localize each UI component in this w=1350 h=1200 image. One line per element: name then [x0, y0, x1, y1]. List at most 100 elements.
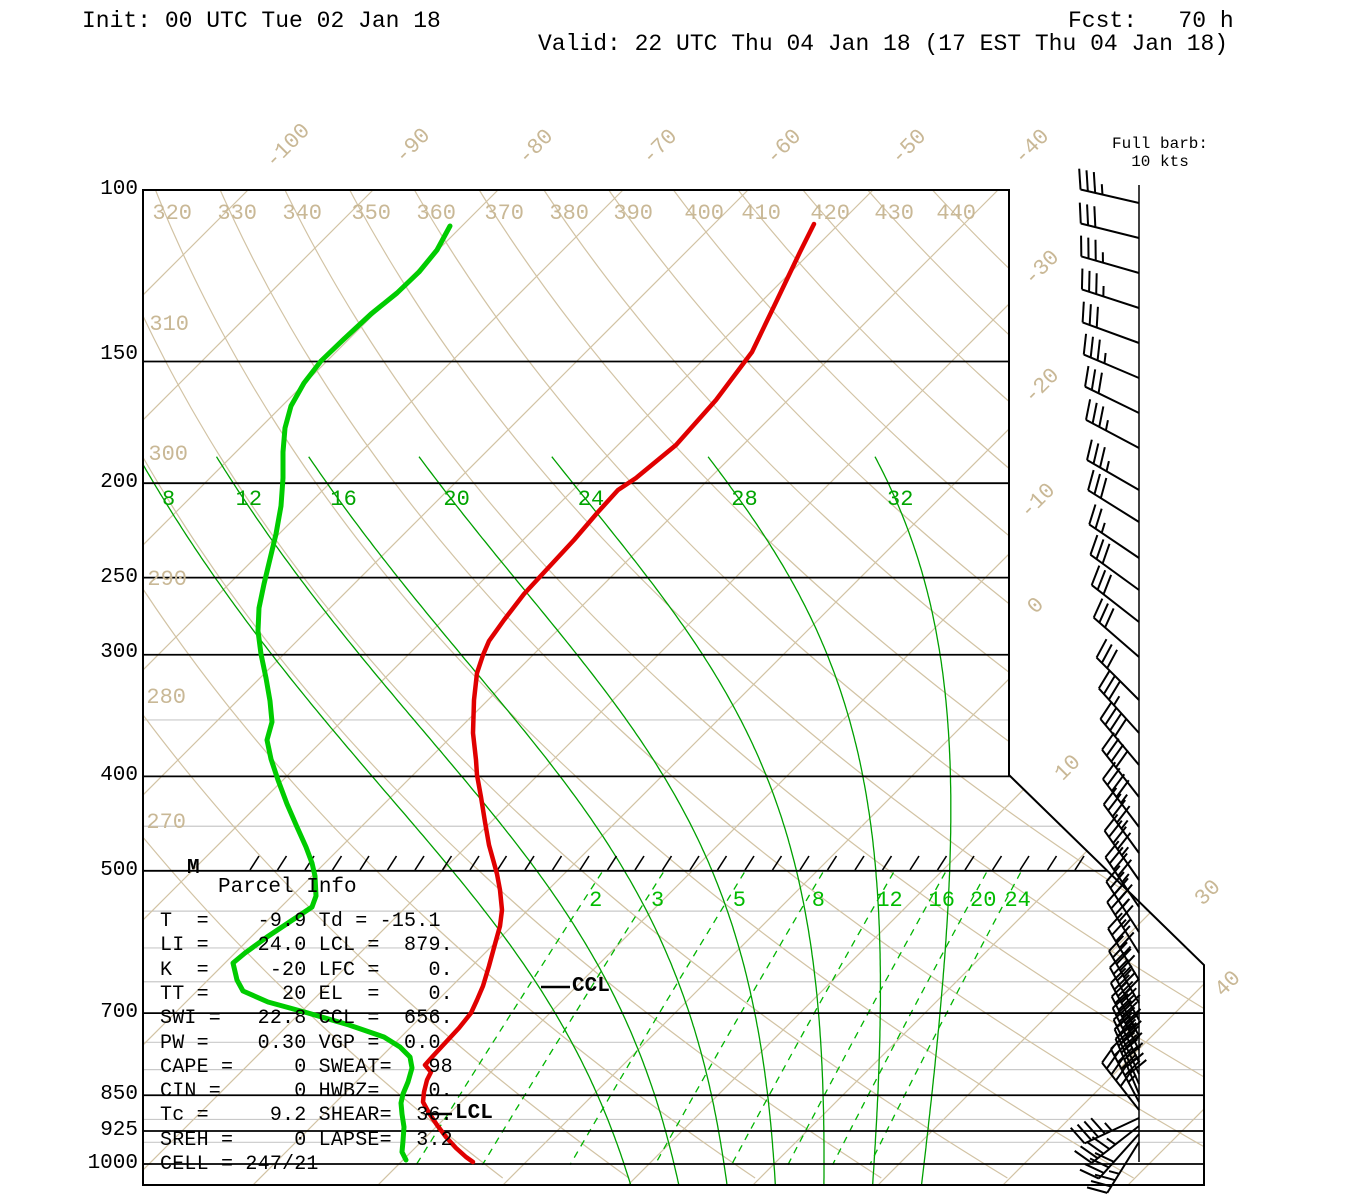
init-time-label: Init: 00 UTC Tue 02 Jan 18 — [82, 8, 441, 34]
pressure-axis-label: 500 — [100, 859, 138, 882]
parcel-row-pw-vgp: PW = 0.30 VGP = 0.0 — [160, 1032, 441, 1055]
pressure-axis-label: 925 — [100, 1119, 138, 1142]
parcel-row-swi-ccl: SWI = 22.8 CCL = 656. — [160, 1007, 453, 1030]
wind-barb — [1087, 469, 1140, 523]
dry-adiabat-label: 270 — [146, 810, 186, 835]
isotherm-label-right: -20 — [1019, 363, 1065, 409]
wind-barb — [1079, 1133, 1140, 1180]
isotherm-label-right: -10 — [1015, 478, 1061, 524]
mixing-ratio-label: 20 — [970, 888, 996, 913]
wind-barb — [1084, 365, 1140, 414]
dry-adiabat-label: 420 — [810, 201, 850, 226]
lcl-marker-label: LCL — [455, 1102, 493, 1125]
dry-adiabat-label: 400 — [684, 201, 724, 226]
wind-barb — [1101, 732, 1140, 798]
isotherm-label-right: 30 — [1190, 875, 1226, 911]
isotherm-label-top: -40 — [1009, 124, 1055, 170]
wind-barb — [1078, 168, 1140, 204]
wind-barb — [1102, 761, 1140, 828]
wind-barb — [1086, 439, 1140, 491]
valid-time-label: Valid: 22 UTC Thu 04 Jan 18 (17 EST Thu … — [538, 31, 1229, 57]
wind-barb — [1102, 787, 1140, 854]
dry-adiabat-label: 380 — [549, 201, 589, 226]
wind-barb-legend: Full barb: 10 kts — [1095, 135, 1225, 171]
wind-barb — [1081, 301, 1140, 344]
wind-barb — [1085, 399, 1140, 449]
wind-barb — [1109, 951, 1140, 1021]
forecast-hour-label: Fcst: 70 h — [1068, 8, 1234, 34]
parcel-row-cell: CELL = 247/21 — [160, 1153, 319, 1176]
mixing-ratio-grid — [415, 872, 1022, 1166]
mixing-ratio-label: 3 — [651, 888, 664, 913]
dry-adiabat-label: 310 — [149, 312, 189, 337]
pressure-axis-label: 850 — [100, 1083, 138, 1106]
wind-barb — [1108, 935, 1140, 1004]
dry-adiabat-label: 340 — [282, 201, 322, 226]
moist-adiabat-label: 28 — [731, 487, 757, 512]
isotherm-label-top: -60 — [761, 124, 807, 170]
ccl-marker-label: CCL — [572, 975, 610, 998]
parcel-row-tt-el: TT = 20 EL = 0. — [160, 983, 453, 1006]
pressure-axis-label: 100 — [100, 178, 138, 201]
mixing-ratio-label: 2 — [589, 888, 602, 913]
wind-barb — [1097, 670, 1140, 734]
parcel-row-sreh-lapse: SREH = 0 LAPSE= 3.2 — [160, 1129, 453, 1152]
moist-adiabat-label: 32 — [887, 487, 913, 512]
mixing-ratio-label: 24 — [1004, 888, 1030, 913]
dry-adiabat-label: 370 — [484, 201, 524, 226]
parcel-row-t-td: T = -9.9 Td = -15.1 — [160, 910, 441, 933]
wind-barb — [1092, 598, 1140, 658]
wind-barb — [1101, 1045, 1140, 1111]
pressure-axis-label: 250 — [100, 566, 138, 589]
m-level-marker: M — [187, 857, 200, 880]
temperature-trace — [420, 221, 817, 1165]
level-markers — [426, 985, 570, 1116]
wind-barb — [1104, 840, 1140, 908]
moist-adiabat-label: 12 — [236, 487, 262, 512]
parcel-row-cin-hwbz: CIN = 0 HWBZ= 0. — [160, 1080, 453, 1103]
dry-adiabat-label: 290 — [147, 567, 187, 592]
dry-adiabat-label: 280 — [146, 685, 186, 710]
minor-pressure-lines — [143, 719, 1204, 1143]
wind-barb — [1099, 701, 1140, 766]
isotherm-label-right: 40 — [1210, 966, 1246, 1002]
parcel-row-k-lfc: K = -20 LFC = 0. — [160, 959, 453, 982]
dry-adiabat-label: 410 — [741, 201, 781, 226]
moist-adiabat-grid — [143, 456, 952, 1185]
dry-adiabat-label: 300 — [148, 442, 188, 467]
pressure-axis-label: 1000 — [87, 1152, 138, 1175]
moist-adiabat-label: 16 — [330, 487, 356, 512]
dry-adiabat-label: 440 — [936, 201, 976, 226]
isotherm-label-top: -50 — [886, 124, 932, 170]
moist-adiabat-label: 20 — [443, 487, 469, 512]
pressure-axis-label: 300 — [100, 641, 138, 664]
isotherm-label-right: 0 — [1023, 593, 1050, 620]
wind-barb — [1106, 885, 1140, 954]
dry-adiabat-label: 390 — [613, 201, 653, 226]
wind-barb-column — [1069, 168, 1147, 1194]
isotherm-label-top: -100 — [261, 119, 316, 174]
wind-barb — [1088, 504, 1140, 559]
pressure-axis-label: 150 — [100, 343, 138, 366]
isotherm-label-top: -90 — [390, 123, 436, 169]
wind-barb — [1090, 565, 1140, 623]
mixing-ratio-label: 12 — [876, 888, 902, 913]
moisture-labels: 8 12 16 20 24 28 322 3 5 8 12 16 20 24 — [162, 487, 1031, 913]
wind-barb — [1080, 235, 1140, 274]
dewpoint-trace — [230, 223, 453, 1163]
wind-barb — [1086, 1141, 1140, 1194]
pressure-axis-label: 200 — [100, 471, 138, 494]
wind-barb — [1089, 534, 1140, 591]
wind-barb-legend-line2: 10 kts — [1131, 153, 1189, 171]
dry-adiabat-label: 330 — [217, 201, 257, 226]
wind-barb — [1082, 333, 1140, 379]
mixing-ratio-label: 5 — [733, 888, 746, 913]
parcel-row-cape-sweat: CAPE = 0 SWEAT= 98 — [160, 1056, 453, 1079]
parcel-row-tc-shear: Tc = 9.2 SHEAR= 36. — [160, 1104, 453, 1127]
wind-barb — [1078, 202, 1140, 239]
wind-barb — [1074, 1125, 1140, 1164]
isotherm-label-top: -70 — [637, 124, 683, 170]
pressure-axis-label: 700 — [100, 1001, 138, 1024]
